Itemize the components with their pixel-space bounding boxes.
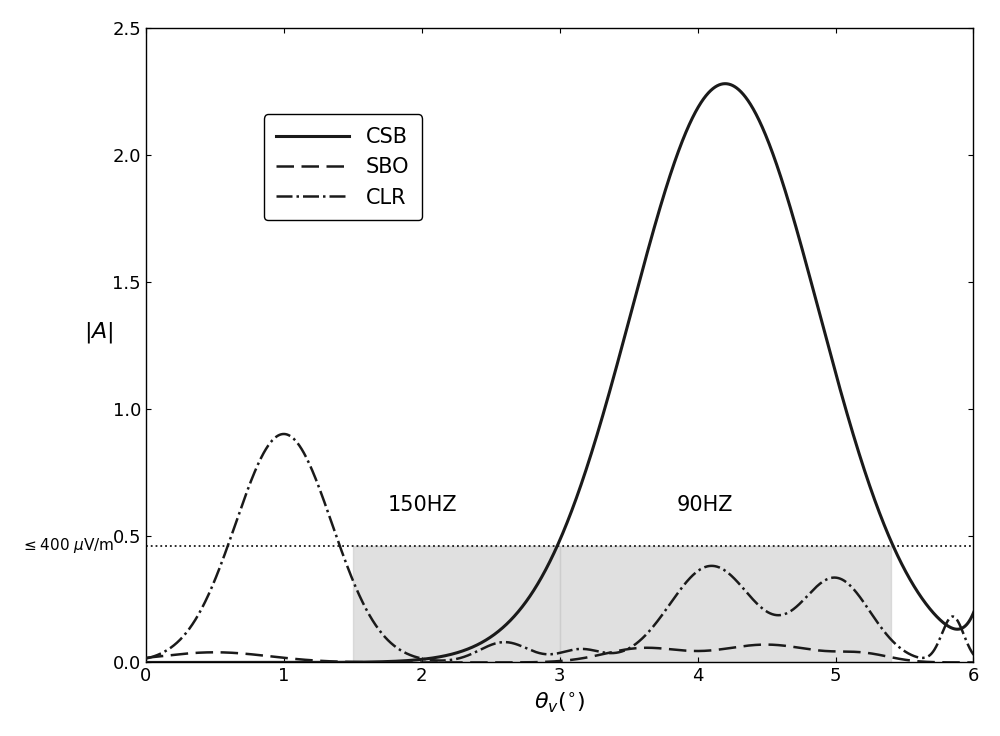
X-axis label: $\theta_{v}(^{\circ})$: $\theta_{v}(^{\circ})$ [534,691,585,715]
Text: 150HZ: 150HZ [387,495,457,515]
Legend: CSB, SBO, CLR: CSB, SBO, CLR [264,114,422,220]
Text: $\leq$400 $\mu$V/m: $\leq$400 $\mu$V/m [21,537,114,555]
Text: 90HZ: 90HZ [677,495,733,515]
Y-axis label: $|A|$: $|A|$ [84,320,113,345]
